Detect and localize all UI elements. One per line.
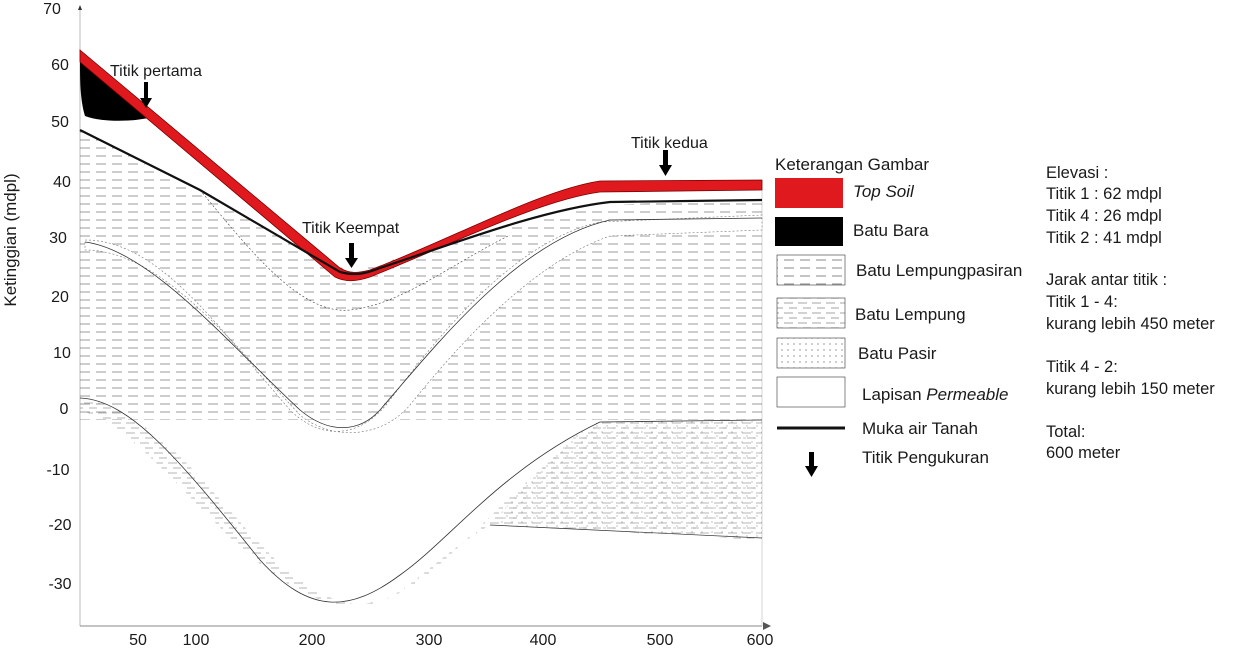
y-axis-label: Ketinggian (mdpl) [1,173,20,306]
down-arrow-icon [345,243,358,268]
x-tick: 600 [747,632,774,649]
y-ticks: 70 60 50 40 30 20 10 0 -10 -20 -30 [43,1,72,593]
x-tick: 400 [530,632,557,649]
clay-swatch [776,297,846,329]
permeable-layer [84,214,763,433]
total-label: Total: [1046,423,1085,441]
x-tick: 500 [647,632,674,649]
legend-label-coal: Batu Bara [853,221,929,240]
distance-label: Titik 4 - 2: [1046,358,1118,376]
marker-label: Titik kedua [631,135,708,152]
sandyclay-layer [80,130,762,420]
marker-label: Titik pertama [110,63,202,80]
topsoil-swatch [775,178,843,208]
shallow-basin [199,189,511,311]
marker-titik-kedua: Titik kedua [631,135,708,176]
down-arrow-icon [805,452,818,477]
basin-boundary-lower [79,397,763,603]
y-tick: -10 [46,462,69,479]
legend-label-permeable-prefix: Lapisan [862,385,926,404]
y-tick: 40 [53,174,71,191]
marker-titik-pertama: Titik pertama [110,63,202,108]
x-ticks: 50 100 200 300 400 500 600 [129,632,773,649]
sand-swatch [776,337,846,369]
legend-label-permeable: Lapisan Permeable [862,385,1009,404]
legend: Keterangan Gambar Top Soil Batu Bara Bat… [775,155,1022,477]
y-tick: 60 [51,57,69,74]
x-tick: 50 [129,632,147,649]
marker-label: Titik Keempat [302,220,400,237]
y-axis-arrow [78,5,82,10]
strata [79,130,763,607]
bottom-right-line [489,524,763,539]
legend-label-sand: Batu Pasir [858,344,937,363]
x-tick: 100 [183,632,210,649]
sand-layer [490,420,762,538]
permeable-swatch [776,376,846,408]
y-tick: 70 [43,1,61,18]
y-tick: 0 [60,401,69,418]
legend-label-water-table: Muka air Tanah [862,419,978,438]
legend-label-permeable-italic: Permeable [926,385,1008,404]
elevation-item: Titik 2 : 41 mdpl [1046,229,1162,247]
y-tick: -20 [48,517,71,534]
elevation-item: Titik 4 : 26 mdpl [1046,207,1162,225]
elevation-title: Elevasi : [1046,164,1108,182]
y-tick: 50 [51,114,69,131]
water-table-line [79,129,763,276]
down-arrow-icon [659,150,672,176]
x-tick: 200 [299,632,326,649]
legend-label-sandyclay: Batu Lempungpasiran [856,261,1022,280]
y-tick: 20 [51,289,69,306]
y-tick: 10 [53,345,71,362]
legend-label-topsoil: Top Soil [853,182,915,201]
distance-title: Jarak antar titik : [1046,271,1167,289]
down-arrow-icon [140,82,152,108]
legend-title: Keterangan Gambar [775,155,929,174]
info-panel: Elevasi : Titik 1 : 62 mdpl Titik 4 : 26… [1046,164,1215,462]
y-tick: 30 [49,230,67,247]
distance-value: kurang lebih 150 meter [1046,380,1215,398]
y-tick: -30 [48,576,71,593]
distance-label: Titik 1 - 4: [1046,293,1118,311]
coal-swatch [775,217,843,246]
elevation-item: Titik 1 : 62 mdpl [1046,185,1162,203]
x-tick: 300 [416,632,443,649]
legend-label-clay: Batu Lempung [855,305,966,324]
basin-boundary-upper [84,217,763,429]
total-value: 600 meter [1046,444,1121,462]
x-axis-arrow [763,622,771,630]
marker-titik-keempat: Titik Keempat [302,220,400,268]
topsoil-layer [79,49,763,282]
distance-value: kurang lebih 450 meter [1046,315,1215,333]
legend-label-measurement-point: Titik Pengukuran [862,448,989,467]
sandyclay-swatch [776,254,846,286]
